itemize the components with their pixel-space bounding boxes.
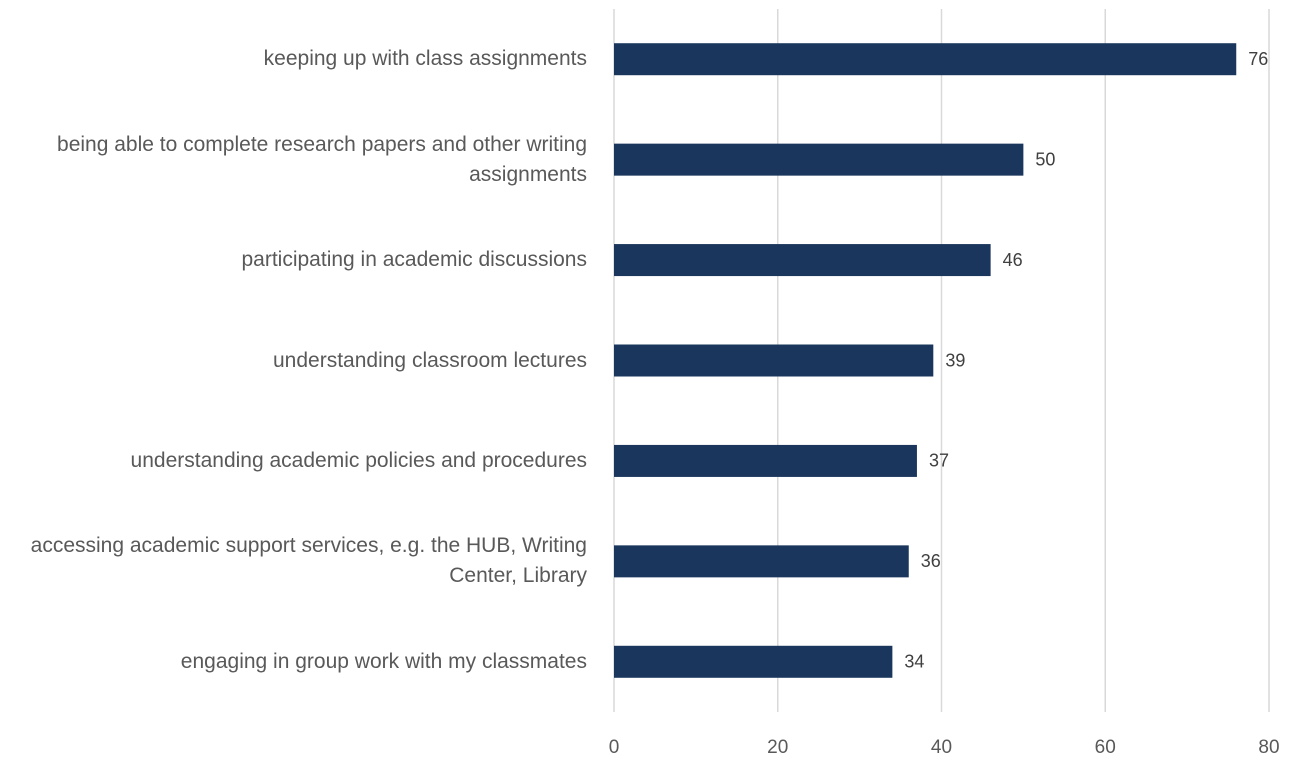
bar (614, 545, 909, 578)
value-label: 34 (904, 652, 924, 672)
y-tick-label: engaging in group work with my classmate… (180, 649, 587, 673)
bar (614, 143, 1024, 176)
bar (614, 43, 1237, 76)
value-label: 37 (929, 451, 949, 471)
value-label: 50 (1035, 149, 1055, 169)
bar (614, 645, 893, 678)
bar (614, 344, 934, 377)
bar (614, 244, 991, 277)
x-tick-label: 60 (1095, 737, 1116, 758)
x-tick-label: 0 (609, 737, 620, 758)
x-tick-label: 80 (1258, 737, 1279, 758)
value-label: 39 (945, 350, 965, 370)
x-tick-label: 20 (767, 737, 788, 758)
y-tick-label: being able to complete research papers a… (57, 132, 587, 186)
value-label: 46 (1003, 250, 1023, 270)
bar (614, 444, 917, 477)
y-tick-label: understanding classroom lectures (273, 348, 587, 372)
value-label: 36 (921, 551, 941, 571)
value-label: 76 (1248, 49, 1268, 69)
y-tick-label: understanding academic policies and proc… (130, 448, 587, 472)
y-tick-label: accessing academic support services, e.g… (30, 534, 587, 588)
x-tick-label: 40 (931, 737, 952, 758)
y-tick-label: participating in academic discussions (241, 248, 587, 272)
y-tick-label: keeping up with class assignments (263, 47, 587, 71)
